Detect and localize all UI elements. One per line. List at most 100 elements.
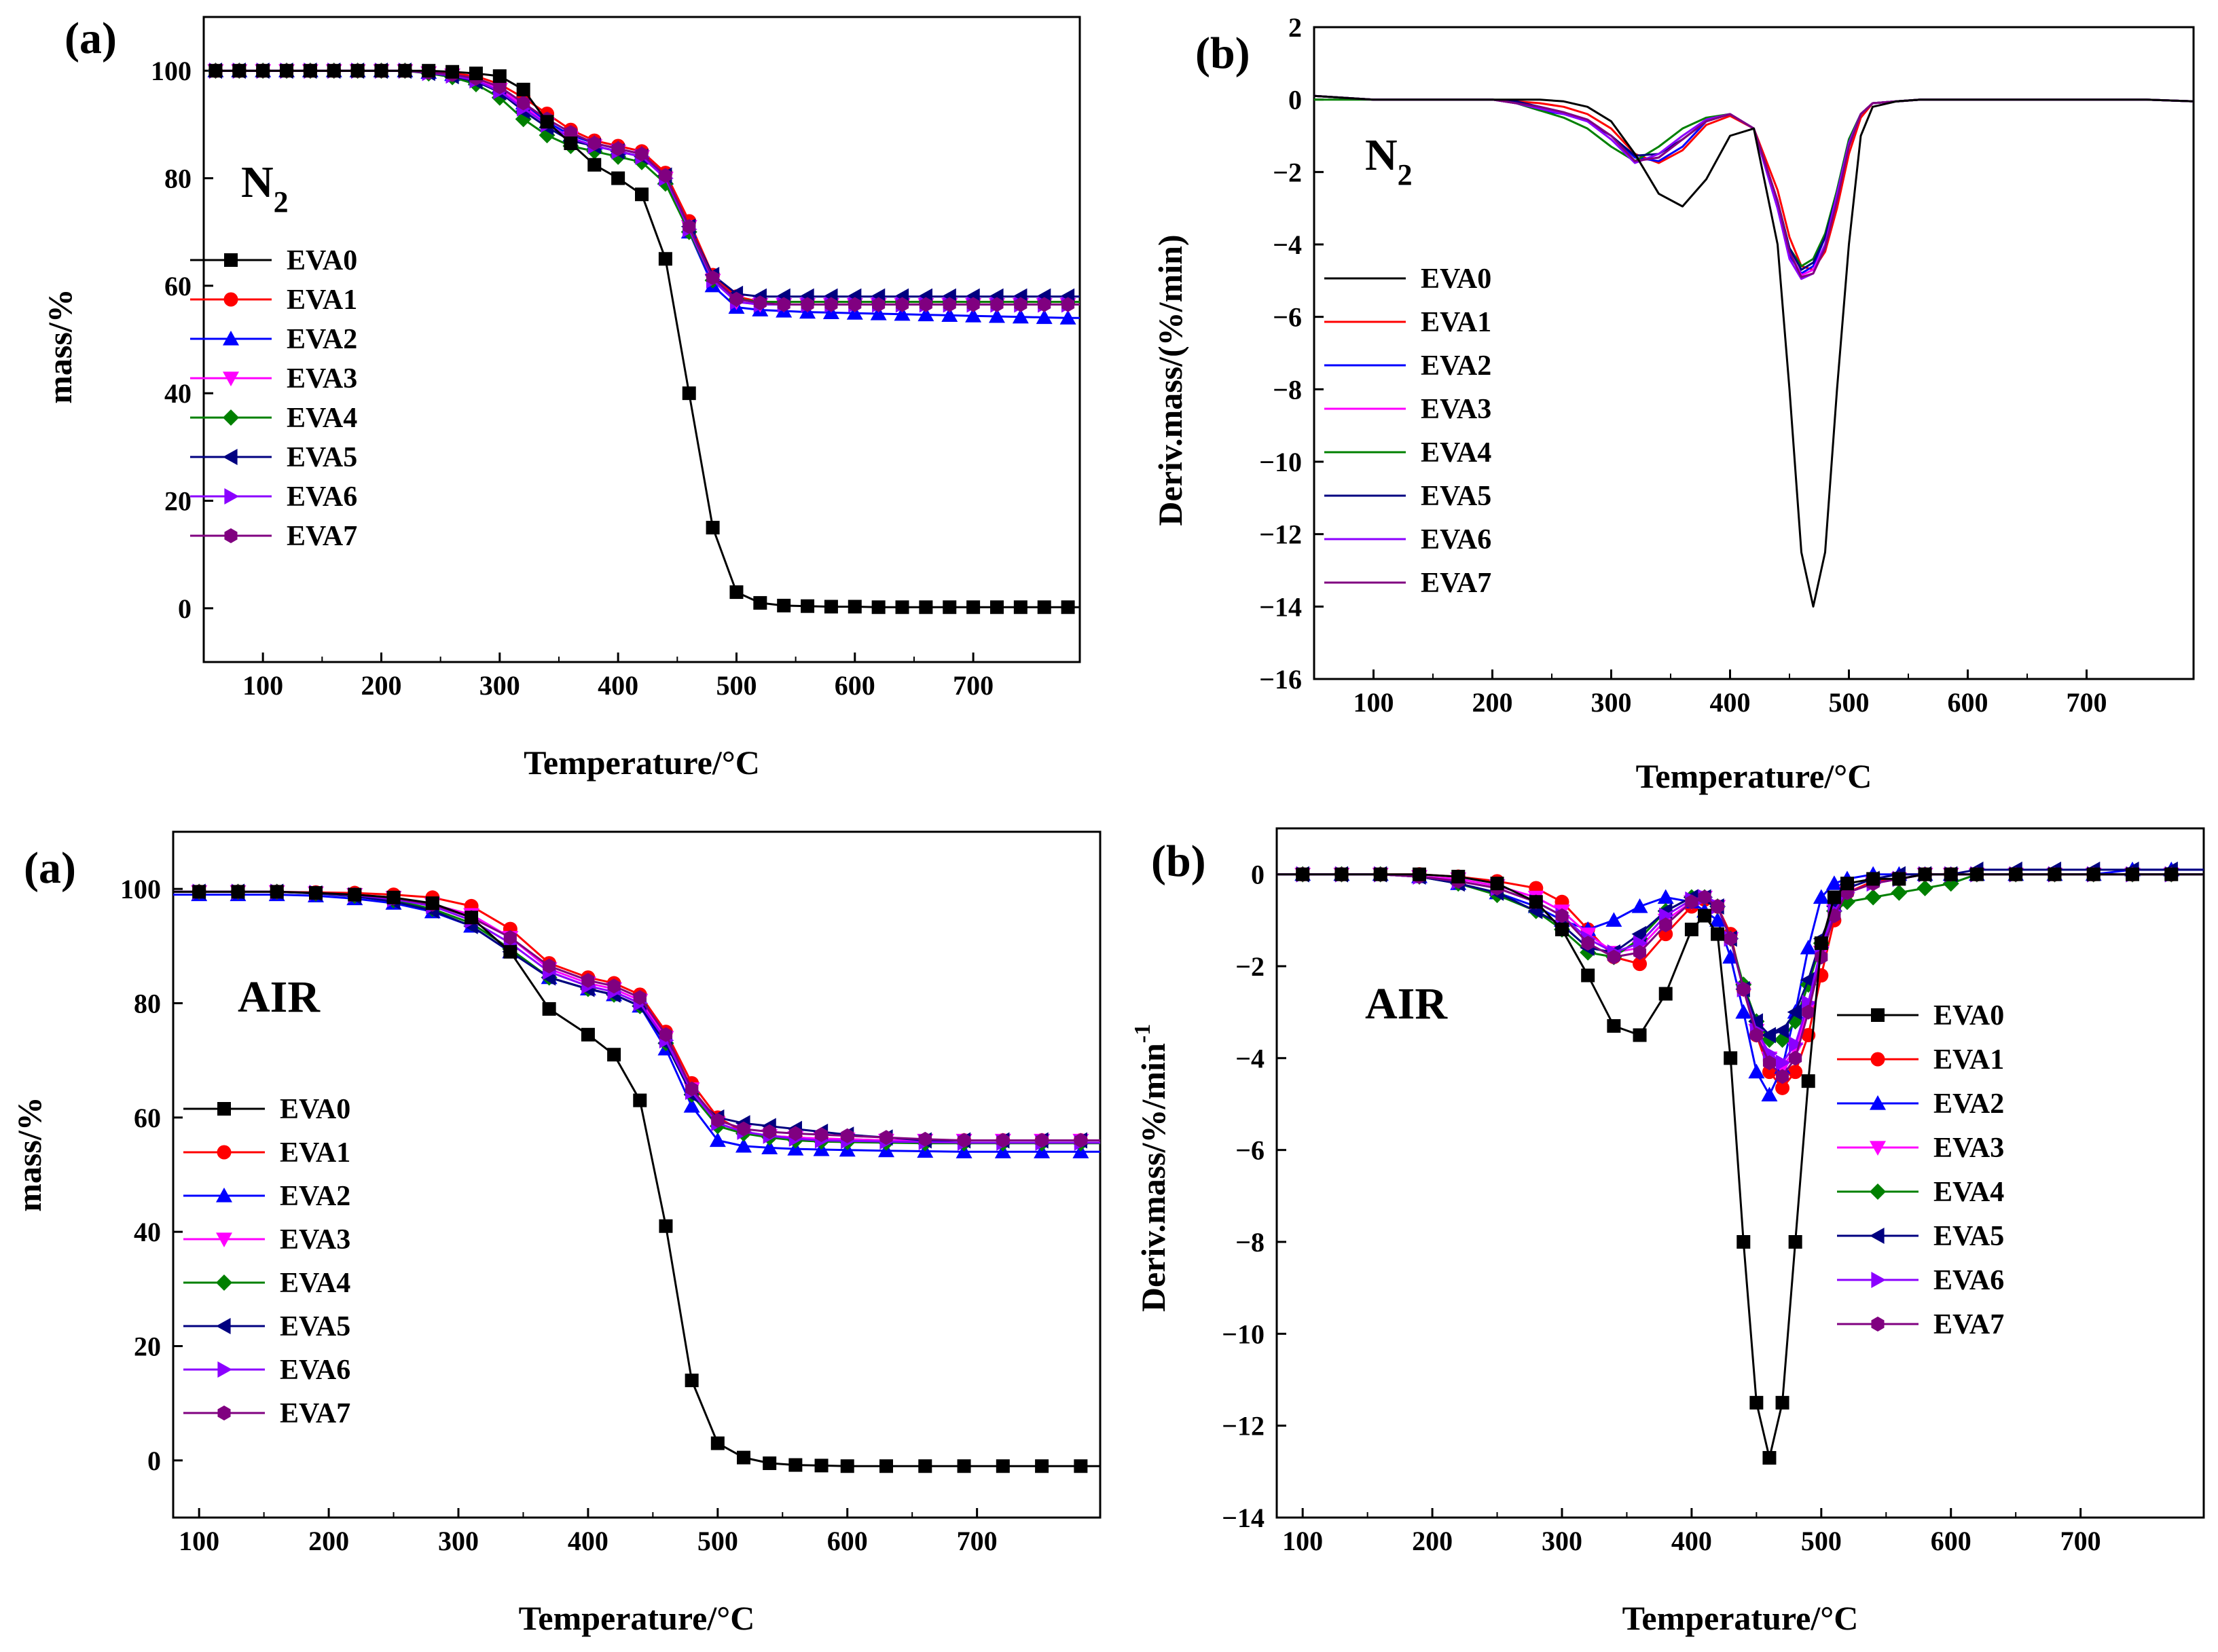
y-axis-label: mass/% bbox=[10, 1097, 48, 1211]
data-point bbox=[1916, 879, 1933, 896]
legend-marker bbox=[223, 331, 239, 346]
series-eva0 bbox=[173, 885, 1100, 1473]
data-point bbox=[1605, 912, 1622, 927]
legend-item: EVA5 bbox=[190, 442, 357, 473]
data-point bbox=[280, 64, 294, 78]
data-point bbox=[1373, 867, 1387, 881]
data-point bbox=[1814, 936, 1828, 951]
data-point bbox=[270, 885, 284, 899]
data-point bbox=[763, 1124, 776, 1139]
legend-label: EVA2 bbox=[1933, 1088, 2004, 1120]
data-point bbox=[996, 1459, 1010, 1473]
legend-label: EVA0 bbox=[1933, 1000, 2004, 1031]
x-tick-label: 200 bbox=[361, 670, 401, 701]
data-point bbox=[841, 1128, 854, 1143]
series-line bbox=[1314, 98, 2194, 268]
y-tick-label: 80 bbox=[134, 989, 161, 1019]
data-point bbox=[635, 187, 649, 202]
data-point bbox=[192, 885, 206, 899]
data-point bbox=[1581, 936, 1595, 951]
data-point bbox=[398, 64, 412, 78]
data-point bbox=[1529, 895, 1543, 909]
legend-marker bbox=[1871, 1272, 1886, 1288]
data-point bbox=[848, 600, 862, 614]
data-point bbox=[943, 297, 956, 312]
series-eva7 bbox=[1277, 866, 2204, 1084]
data-point bbox=[814, 1458, 829, 1473]
x-tick-label: 500 bbox=[697, 1526, 738, 1556]
data-point bbox=[879, 1130, 893, 1145]
y-tick-label: 0 bbox=[178, 593, 192, 624]
series-eva6 bbox=[1277, 866, 2204, 1071]
data-point bbox=[2009, 867, 2023, 881]
x-tick-label: 200 bbox=[1472, 687, 1513, 718]
x-tick-label: 700 bbox=[953, 670, 994, 701]
data-point bbox=[894, 306, 911, 321]
data-point bbox=[966, 297, 980, 312]
legend-marker bbox=[1870, 1052, 1885, 1067]
data-point bbox=[659, 168, 672, 183]
data-point bbox=[543, 958, 556, 974]
data-point bbox=[1815, 949, 1828, 965]
data-point bbox=[1774, 1022, 1789, 1039]
data-point bbox=[879, 1459, 893, 1473]
data-point bbox=[824, 600, 838, 614]
data-point bbox=[309, 886, 323, 900]
legend-marker bbox=[223, 409, 239, 426]
atmosphere-label: N2 bbox=[1365, 130, 1413, 191]
data-point bbox=[895, 297, 909, 312]
legend-label: EVA2 bbox=[280, 1181, 350, 1212]
data-point bbox=[989, 600, 1004, 614]
data-point bbox=[1711, 927, 1725, 941]
data-point bbox=[1724, 1051, 1738, 1065]
data-point bbox=[1775, 1395, 1789, 1410]
data-point bbox=[1633, 1028, 1647, 1042]
legend-item: EVA6 bbox=[1324, 524, 1491, 555]
legend-label: EVA0 bbox=[1421, 263, 1491, 295]
legend-item: EVA2 bbox=[190, 324, 357, 355]
data-point bbox=[1802, 1004, 1815, 1020]
data-point bbox=[753, 595, 767, 610]
data-point bbox=[1036, 309, 1053, 325]
legend-item: EVA3 bbox=[1324, 394, 1491, 425]
legend-marker bbox=[217, 1361, 232, 1378]
data-point bbox=[711, 1113, 725, 1128]
series-line bbox=[1313, 94, 2194, 280]
y-tick-label: 60 bbox=[134, 1103, 161, 1133]
data-point bbox=[1013, 600, 1028, 614]
legend-label: EVA6 bbox=[287, 481, 357, 513]
legend-label: EVA5 bbox=[280, 1311, 350, 1342]
data-point bbox=[1607, 949, 1620, 965]
x-tick-label: 500 bbox=[1829, 687, 1870, 718]
data-point bbox=[1685, 894, 1698, 910]
data-point bbox=[1748, 1063, 1765, 1079]
data-point bbox=[422, 64, 436, 78]
legend-item: EVA4 bbox=[183, 1268, 350, 1299]
legend-marker bbox=[1870, 1183, 1886, 1200]
data-point bbox=[709, 1132, 726, 1148]
data-point bbox=[633, 990, 647, 1006]
data-point bbox=[493, 79, 507, 94]
data-point bbox=[581, 1027, 595, 1042]
legend-marker bbox=[217, 1102, 231, 1116]
y-tick-label: −16 bbox=[1259, 664, 1302, 695]
data-point bbox=[1892, 872, 1906, 886]
data-point bbox=[917, 306, 934, 322]
data-point bbox=[516, 82, 530, 96]
data-point bbox=[1762, 1055, 1776, 1071]
data-point bbox=[1334, 867, 1349, 881]
x-tick-label: 400 bbox=[1710, 687, 1751, 718]
data-point bbox=[564, 136, 578, 151]
series-line bbox=[1277, 873, 2204, 1064]
series-line bbox=[1313, 94, 2194, 276]
data-point bbox=[1787, 1004, 1802, 1021]
data-point bbox=[840, 1459, 854, 1473]
data-point bbox=[1038, 297, 1051, 312]
data-point bbox=[1800, 972, 1815, 989]
series-eva1 bbox=[1313, 94, 2194, 271]
data-point bbox=[492, 69, 507, 84]
x-tick-label: 500 bbox=[1801, 1526, 1842, 1556]
legend: EVA0 EVA1 EVA2 EVA3 EVA4 EVA5 EVA6 EVA7 bbox=[1837, 1000, 2004, 1340]
data-point bbox=[943, 600, 957, 614]
